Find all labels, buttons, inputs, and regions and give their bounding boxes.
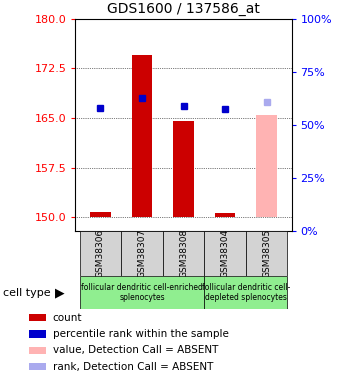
Text: cell type: cell type — [3, 288, 51, 297]
Text: percentile rank within the sample: percentile rank within the sample — [53, 329, 228, 339]
Bar — [29, 347, 47, 354]
Bar — [90, 212, 111, 217]
Text: GSM38307: GSM38307 — [138, 228, 146, 278]
Text: rank, Detection Call = ABSENT: rank, Detection Call = ABSENT — [53, 362, 213, 372]
Text: value, Detection Call = ABSENT: value, Detection Call = ABSENT — [53, 345, 218, 355]
Text: ▶: ▶ — [55, 286, 65, 299]
Bar — [29, 330, 47, 338]
Text: GSM38308: GSM38308 — [179, 228, 188, 278]
Bar — [204, 276, 287, 309]
Bar — [29, 314, 47, 321]
Bar — [121, 231, 163, 276]
Text: follicular dendritic cell-
depleted splenocytes: follicular dendritic cell- depleted sple… — [202, 283, 290, 302]
Bar — [80, 231, 121, 276]
Bar — [256, 115, 277, 218]
Bar — [163, 231, 204, 276]
Bar — [80, 276, 204, 309]
Text: GSM38306: GSM38306 — [96, 228, 105, 278]
Bar — [29, 363, 47, 370]
Bar — [204, 231, 246, 276]
Text: follicular dendritic cell-enriched
splenocytes: follicular dendritic cell-enriched splen… — [81, 283, 203, 302]
Text: count: count — [53, 313, 82, 322]
Bar — [215, 213, 235, 217]
Bar — [246, 231, 287, 276]
Text: GSM38305: GSM38305 — [262, 228, 271, 278]
Bar — [132, 55, 152, 217]
Bar — [173, 122, 194, 218]
Title: GDS1600 / 137586_at: GDS1600 / 137586_at — [107, 2, 260, 16]
Text: GSM38304: GSM38304 — [221, 228, 229, 278]
